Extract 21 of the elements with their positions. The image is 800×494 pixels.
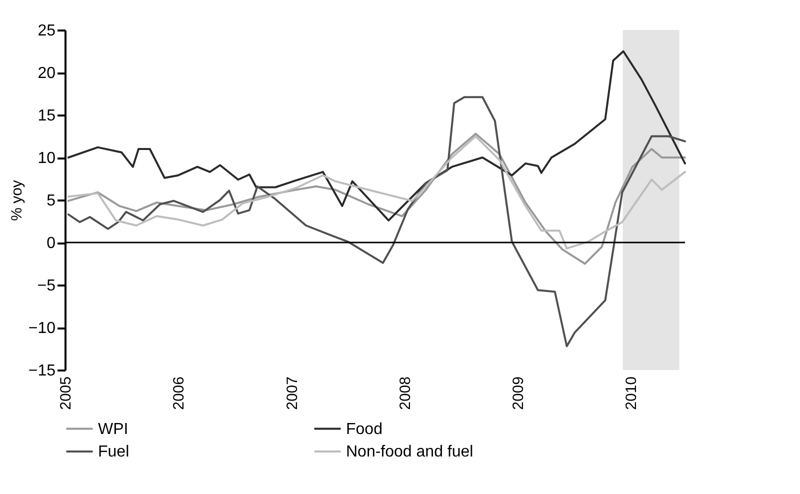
x-tick-label: 2007: [284, 376, 301, 410]
x-tick-label: 2006: [170, 376, 188, 410]
line-series: [67, 50, 686, 222]
y-tick-label: 0: [46, 235, 56, 252]
x-tick-label: 2005: [58, 376, 74, 410]
y-tick-label: 5: [46, 192, 56, 210]
x-tick-label: 2009: [510, 376, 528, 410]
legend-label: Food: [346, 420, 382, 438]
y-tick-label: −10: [28, 320, 56, 337]
y-tick-label: 25: [38, 22, 56, 40]
x-tick-label: 2010: [623, 376, 640, 410]
y-tick-label: 10: [38, 150, 56, 167]
legend-label: WPI: [98, 420, 128, 438]
legend-label: Fuel: [98, 444, 130, 460]
y-axis-title: % yoy: [8, 180, 26, 221]
y-tick-label: −15: [28, 362, 56, 380]
y-tick-label: 15: [38, 108, 56, 124]
y-tick-label: −5: [37, 278, 56, 294]
x-tick-label: 2008: [396, 376, 414, 410]
legend-label: Non-food and fuel: [346, 444, 474, 460]
y-tick-label: 20: [38, 65, 56, 82]
